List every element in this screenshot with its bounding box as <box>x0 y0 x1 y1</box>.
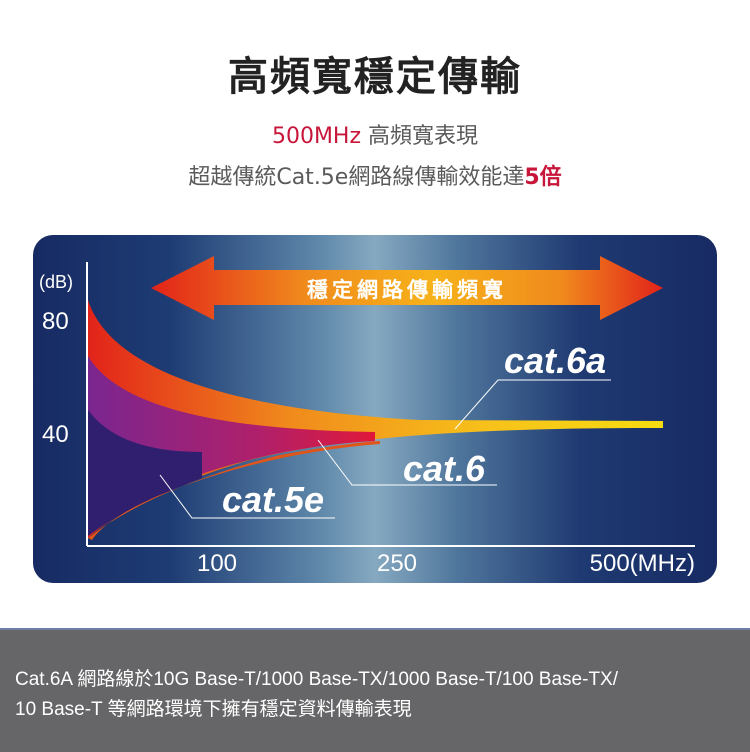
cat5e-leader-line <box>159 474 335 519</box>
y-tick-40: 40 <box>42 421 69 448</box>
cat6a-label: cat.6a <box>504 340 606 381</box>
subtitle-line-2-text: 超越傳統Cat.5e網路線傳輸效能達 <box>188 165 525 190</box>
cat5e-label: cat.5e <box>222 479 324 520</box>
description-box: Cat.6A 網路線於10G Base-T/1000 Base-TX/1000 … <box>0 628 750 752</box>
bandwidth-highlight: 500MHz <box>271 124 362 149</box>
bandwidth-diagram: 穩定網路傳輸頻寬 cat.6a cat.6 cat.5e (dB) 80 40 … <box>39 256 695 577</box>
x-tick-500: 500(MHz) <box>590 550 695 577</box>
cat6-leader-line <box>317 439 497 486</box>
x-tick-100: 100 <box>197 550 237 577</box>
description-line-2: 10 Base-T 等網路環境下擁有穩定資料傳輸表現 <box>15 699 412 720</box>
performance-highlight: 5倍 <box>524 165 562 190</box>
cat6-label: cat.6 <box>403 448 486 489</box>
x-tick-250: 250 <box>377 550 417 577</box>
cat6a-leader-line <box>454 379 611 430</box>
bandwidth-diagram-panel: 穩定網路傳輸頻寬 cat.6a cat.6 cat.5e (dB) 80 40 … <box>33 235 717 583</box>
subtitle-line-2: 超越傳統Cat.5e網路線傳輸效能達5倍 <box>0 159 750 191</box>
y-tick-80: 80 <box>42 308 69 335</box>
arrow-label: 穩定網路傳輸頻寬 <box>307 278 507 302</box>
y-unit-label: (dB) <box>39 272 73 292</box>
cat5e-band <box>88 410 202 536</box>
description-line-1: Cat.6A 網路線於10G Base-T/1000 Base-TX/1000 … <box>15 669 618 690</box>
page-title: 高頻寬穩定傳輸 <box>228 54 522 100</box>
subtitle-line-1: 500MHz 高頻寬表現 <box>0 118 750 150</box>
cat6-band <box>88 356 375 536</box>
cat6a-band <box>88 300 663 538</box>
double-arrow-icon <box>151 256 663 320</box>
subtitle-line-1-text: 高頻寬表現 <box>361 124 479 149</box>
